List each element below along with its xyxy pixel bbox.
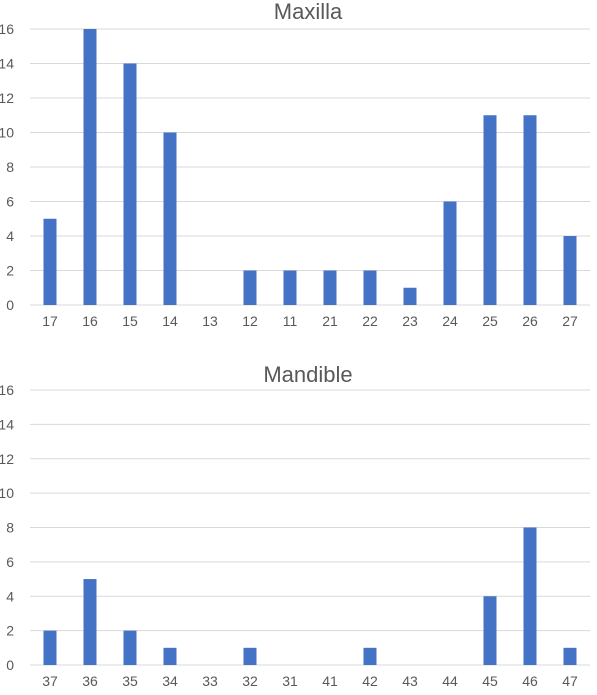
x-tick-label: 36: [82, 673, 98, 689]
y-tick-label: 8: [6, 520, 14, 536]
y-tick-label: 4: [6, 588, 14, 604]
y-tick-label: 12: [0, 451, 14, 467]
x-tick-label: 42: [362, 673, 378, 689]
y-tick-label: 10: [0, 125, 14, 141]
bar-36: [83, 579, 97, 665]
x-tick-label: 35: [122, 673, 138, 689]
bar-14: [163, 132, 177, 305]
bar-26: [523, 115, 537, 305]
y-tick-label: 2: [6, 263, 14, 279]
x-tick-label: 13: [202, 313, 218, 329]
x-tick-label: 31: [282, 673, 298, 689]
x-tick-label: 21: [322, 313, 338, 329]
x-tick-label: 14: [162, 313, 178, 329]
bar-17: [43, 218, 57, 305]
y-tick-label: 14: [0, 56, 14, 72]
bar-15: [123, 63, 137, 305]
bar-45: [483, 596, 497, 665]
y-tick-label: 6: [6, 554, 14, 570]
x-tick-label: 32: [242, 673, 258, 689]
bar-16: [83, 29, 97, 305]
x-tick-label: 43: [402, 673, 418, 689]
bar-23: [403, 287, 417, 305]
bar-24: [443, 201, 457, 305]
x-tick-label: 17: [42, 313, 58, 329]
x-tick-label: 33: [202, 673, 218, 689]
x-tick-label: 27: [562, 313, 578, 329]
y-tick-label: 10: [0, 485, 14, 501]
bar-11: [283, 270, 297, 305]
x-tick-label: 37: [42, 673, 58, 689]
x-tick-label: 26: [522, 313, 538, 329]
y-tick-label: 12: [0, 90, 14, 106]
bar-27: [563, 236, 577, 305]
bar-46: [523, 527, 537, 665]
y-tick-label: 6: [6, 194, 14, 210]
x-tick-label: 41: [322, 673, 338, 689]
bar-42: [363, 647, 377, 665]
bar-12: [243, 270, 257, 305]
y-tick-label: 14: [0, 416, 14, 432]
chart-title: Maxilla: [274, 0, 343, 24]
y-tick-label: 2: [6, 623, 14, 639]
x-tick-label: 45: [482, 673, 498, 689]
bar-35: [123, 630, 137, 665]
bar-34: [163, 647, 177, 665]
x-tick-label: 24: [442, 313, 458, 329]
x-tick-label: 12: [242, 313, 258, 329]
x-tick-label: 23: [402, 313, 418, 329]
chart-title: Mandible: [263, 362, 352, 387]
x-tick-label: 34: [162, 673, 178, 689]
x-tick-label: 11: [283, 313, 298, 329]
bar-37: [43, 630, 57, 665]
bar-21: [323, 270, 337, 305]
x-tick-label: 44: [442, 673, 458, 689]
bar-32: [243, 647, 257, 665]
y-tick-label: 4: [6, 228, 14, 244]
x-tick-label: 16: [82, 313, 98, 329]
y-tick-label: 0: [6, 657, 14, 673]
x-tick-label: 25: [482, 313, 498, 329]
y-tick-label: 0: [6, 297, 14, 313]
bar-25: [483, 115, 497, 305]
bar-47: [563, 647, 577, 665]
x-tick-label: 47: [562, 673, 578, 689]
bar-22: [363, 270, 377, 305]
x-tick-label: 15: [122, 313, 138, 329]
x-tick-label: 22: [362, 313, 378, 329]
y-tick-label: 8: [6, 159, 14, 175]
y-tick-label: 16: [0, 382, 14, 398]
x-tick-label: 46: [522, 673, 538, 689]
y-tick-label: 16: [0, 21, 14, 37]
